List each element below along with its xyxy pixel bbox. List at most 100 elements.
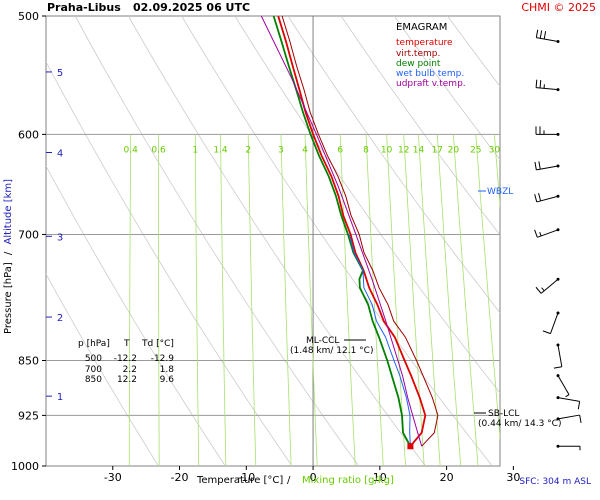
- x-tick-label: -10: [237, 471, 255, 484]
- mixing-ratio-label: 25: [470, 145, 481, 155]
- y-tick-label: 850: [18, 354, 39, 367]
- wind-barb-station: [556, 311, 560, 315]
- credit-label: CHMI © 2025: [521, 1, 596, 14]
- dry-adiabat: [46, 61, 293, 466]
- wind-barb-station: [556, 374, 560, 378]
- y-axis-title-separator: /: [3, 251, 14, 255]
- ml-ccl-label: ML-CCL: [306, 336, 339, 346]
- table-cell: 850: [85, 375, 102, 385]
- mixing-ratio-line: [247, 134, 257, 466]
- x-axis-title-mixing-ratio: Mixing ratio [g/kg]: [302, 475, 394, 486]
- wind-barb: [534, 161, 560, 171]
- y-tick-label: 1000: [11, 460, 39, 473]
- mixing-ratio-line: [436, 134, 462, 466]
- mixing-ratio-label: 4: [302, 145, 308, 155]
- wind-barb: [556, 396, 581, 410]
- wind-barb-station: [556, 194, 560, 198]
- y-axis-title-altitude: Altitude [km]: [3, 179, 14, 245]
- wind-barb: [535, 126, 560, 136]
- table-cell: 9.6: [160, 375, 175, 385]
- mixing-ratio-label: 3: [278, 145, 284, 155]
- x-tick-label: 10: [373, 471, 387, 484]
- wind-barb: [553, 343, 563, 369]
- series-udpraft-v-temp--line: [260, 16, 423, 447]
- mixing-ratio-line: [220, 134, 227, 466]
- wind-barb-station: [556, 132, 560, 136]
- dry-adiabat: [46, 165, 226, 466]
- profiles-layer: [260, 16, 439, 450]
- dry-adiabat: [234, 16, 500, 394]
- table-cell: 2.2: [123, 365, 137, 375]
- wind-barb-flag: [538, 193, 542, 202]
- wind-barb-flag: [534, 229, 538, 238]
- table-cell: 500: [85, 354, 102, 364]
- sb-lcl-value: (0.44 km/ 14.3 °C): [478, 419, 561, 429]
- altitude-tick-label: 1: [57, 392, 63, 403]
- sounding-datetime: 02.09.2025 06 UTC: [133, 1, 250, 14]
- wind-barb-staff: [540, 278, 559, 294]
- wind-barb-half-flag: [541, 287, 545, 292]
- y-tick-label: 500: [18, 10, 39, 23]
- dry-adiabat: [287, 16, 500, 314]
- table-header-temperature: T: [123, 339, 130, 349]
- axes-layer: 0.4 0.6 1 1.4 2 3 4 6 8 10 12 14 17 20 25 3050060070085…: [11, 10, 520, 484]
- wind-barb-station: [556, 88, 560, 92]
- wind-barbs-layer: [534, 29, 582, 451]
- altitude-tick-label: 5: [57, 68, 63, 79]
- y-axis-title-pressure: Pressure [hPa]: [3, 262, 14, 334]
- sfc-height-label: SFC: 304 m ASL: [519, 477, 591, 487]
- wind-barb-half-flag: [565, 394, 570, 398]
- mixing-ratio-line: [339, 134, 356, 466]
- wind-barb-station: [556, 39, 560, 43]
- mixing-ratio-label: 1: [192, 145, 198, 155]
- wind-barb: [535, 29, 560, 43]
- wind-barb-flag: [579, 414, 582, 424]
- mixing-ratio-layer: [128, 134, 500, 466]
- dry-adiabat: [46, 273, 159, 466]
- dry-adiabat: [340, 16, 500, 236]
- y-axis-title: Pressure [hPa] / Altitude [km]: [3, 179, 14, 334]
- station-name: Praha-Libus: [47, 1, 121, 14]
- mixing-ratio-label: 6: [337, 145, 343, 155]
- mixing-ratio-line: [158, 134, 160, 466]
- wind-barb-staff: [557, 397, 580, 402]
- legend-item-updraft-virtual-temperature: udpraft v.temp.: [396, 79, 466, 89]
- altitude-tick-label: 2: [57, 313, 63, 324]
- wind-barb-flag: [577, 401, 581, 410]
- wind-barb: [556, 414, 582, 424]
- wbzl-label: WBZL: [487, 187, 513, 197]
- wind-barb: [534, 193, 560, 203]
- x-tick-label: -30: [104, 471, 122, 484]
- wind-barb-flag: [535, 79, 538, 88]
- altitude-tick-label: 4: [57, 149, 63, 160]
- series-virt-temp--line: [281, 16, 439, 447]
- mixing-ratio-label: 0.6: [151, 145, 166, 155]
- wind-barb-station: [556, 396, 560, 400]
- legend-title: EMAGRAM: [396, 22, 447, 33]
- dry-adiabat: [74, 16, 360, 466]
- wind-barb: [535, 277, 560, 294]
- wind-barb-flag: [535, 286, 542, 294]
- wind-barb: [542, 311, 560, 335]
- mixing-ratio-label: 12: [398, 145, 409, 155]
- wind-barb-flag: [534, 161, 537, 170]
- wind-barb-flag: [553, 366, 562, 369]
- mixing-ratio-label: 2: [245, 145, 251, 155]
- mixing-ratio-line: [475, 134, 500, 442]
- mixing-ratio-line: [280, 134, 292, 466]
- wind-barb: [556, 374, 570, 398]
- wind-barb: [535, 79, 560, 92]
- annotations: ML-CCL (1.48 km/ 12.1 °C) SB-LCL (0.44 k…: [290, 187, 561, 429]
- wind-barb-flag: [539, 79, 542, 89]
- mixing-ratio-label: 30: [489, 145, 501, 155]
- wind-barb-flag: [543, 31, 547, 40]
- wind-barb-station: [556, 228, 560, 232]
- table-header-dewpoint: Td [°C]: [141, 339, 174, 349]
- mixing-ratio-line: [403, 134, 425, 466]
- mixing-ratio-line: [128, 134, 132, 466]
- wind-barb-flag: [538, 161, 541, 170]
- x-tick-label: 20: [440, 471, 454, 484]
- wind-barb-staff: [536, 165, 559, 171]
- wind-barb-station: [556, 343, 560, 347]
- dry-adiabat: [128, 16, 426, 466]
